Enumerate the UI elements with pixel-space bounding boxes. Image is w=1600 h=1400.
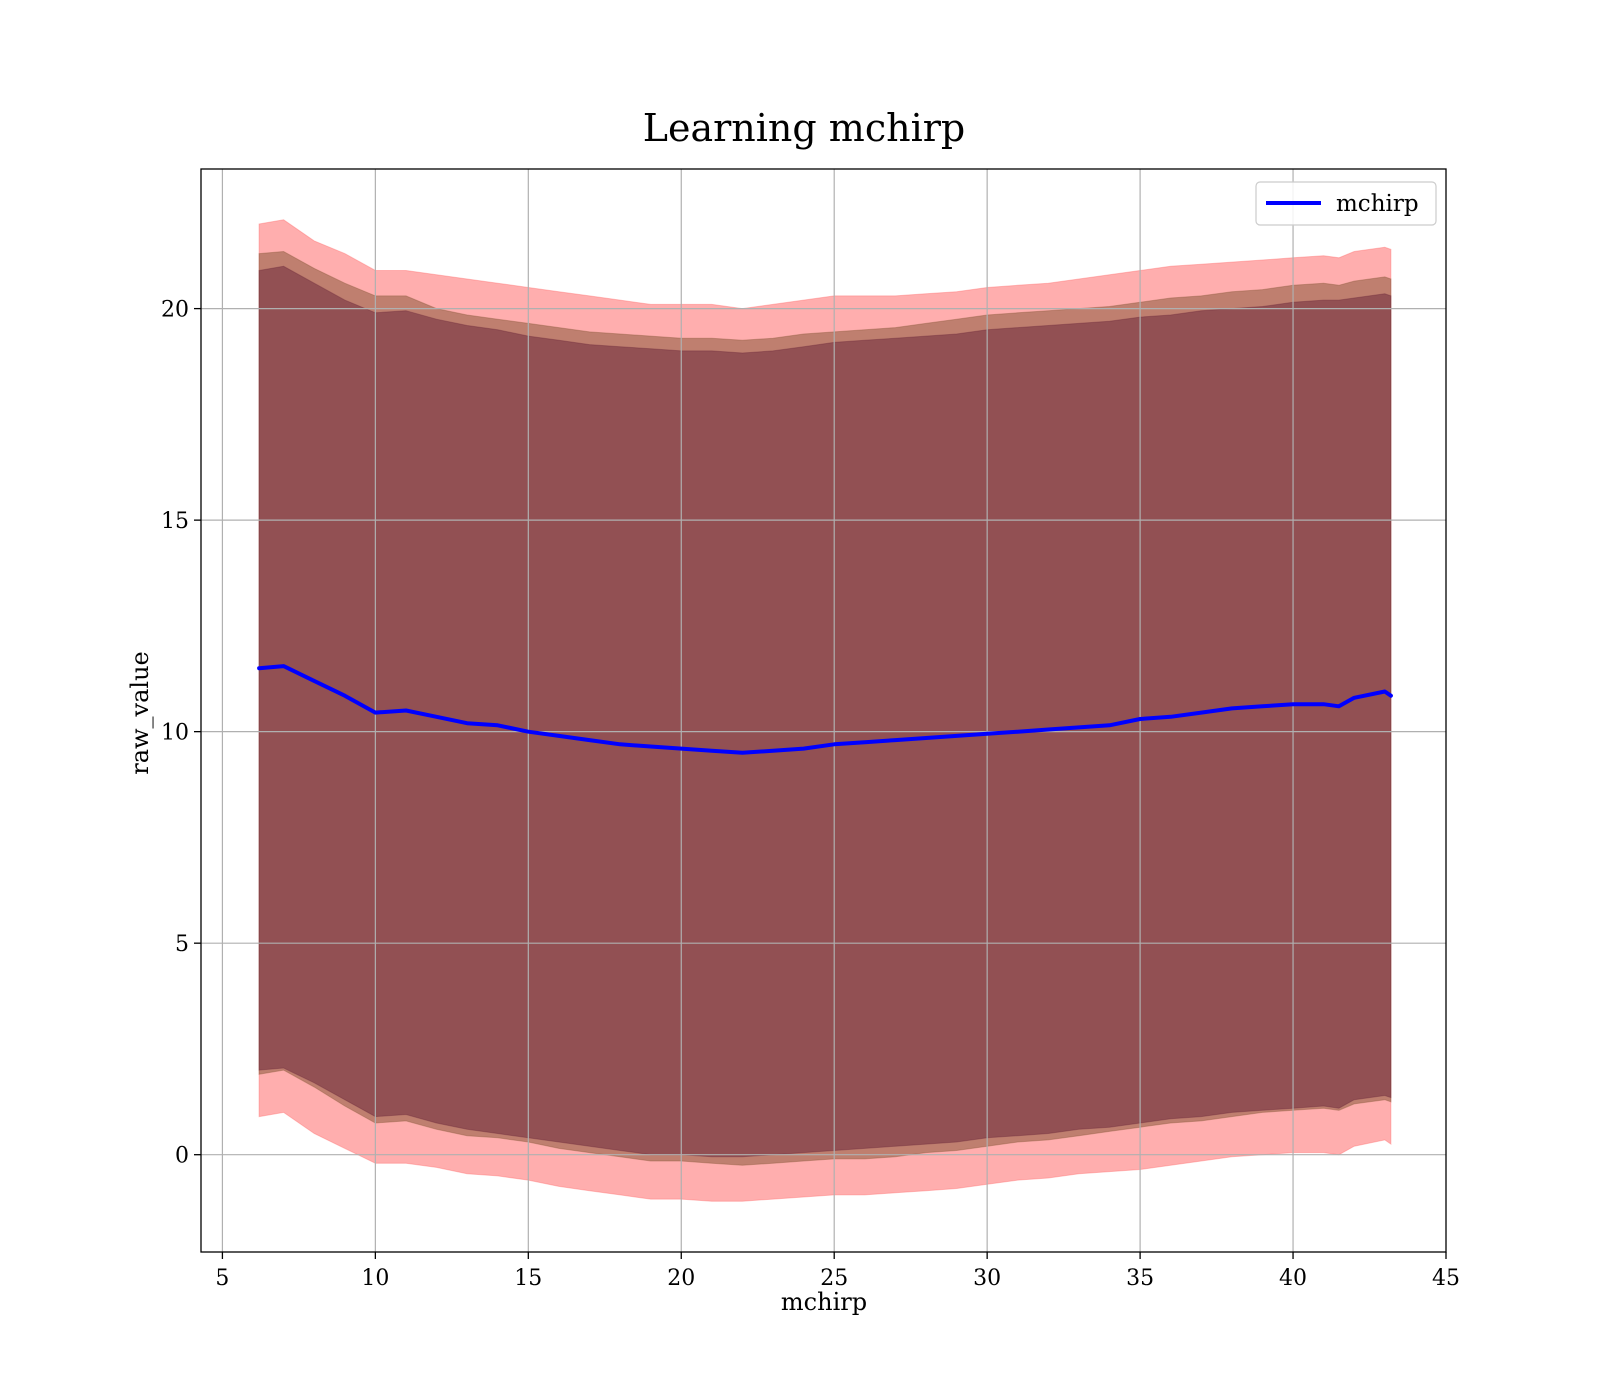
y-axis-ticks: 0 5 10 15 20 <box>161 298 201 1169</box>
legend-label: mchirp <box>1336 191 1419 217</box>
chart-title: Learning mchirp <box>643 106 965 150</box>
series-line-1 <box>257 664 1393 755</box>
plot-area <box>200 168 1447 1253</box>
y-tick-label: 10 <box>161 721 189 746</box>
uncertainty-band-3 <box>258 265 1392 1158</box>
y-tick-label: 15 <box>161 509 189 534</box>
y-axis-label: raw_value <box>126 651 154 775</box>
x-tick-label: 20 <box>667 1266 695 1291</box>
plot-frame <box>200 168 1447 1253</box>
y-tick-label: 5 <box>175 932 189 957</box>
y-tick-label: 0 <box>175 1144 189 1169</box>
x-tick-label: 40 <box>1279 1266 1307 1291</box>
x-tick-label: 25 <box>820 1266 848 1291</box>
legend-box <box>1255 181 1437 226</box>
x-tick-label: 45 <box>1432 1266 1460 1291</box>
y-tick-label: 20 <box>161 298 189 323</box>
x-tick-label: 35 <box>1126 1266 1154 1291</box>
grid-lines <box>201 169 1446 1252</box>
x-axis-label: mchirp <box>781 1288 867 1316</box>
uncertainty-bands <box>258 219 1392 1202</box>
x-tick-label: 15 <box>514 1266 542 1291</box>
x-tick-label: 5 <box>215 1266 229 1291</box>
x-tick-label: 30 <box>973 1266 1001 1291</box>
x-tick-label: 10 <box>361 1266 389 1291</box>
x-axis-ticks: 5 10 15 20 25 30 35 40 45 <box>215 1252 1460 1291</box>
series-lines <box>257 664 1393 755</box>
legend: mchirp <box>1255 181 1437 226</box>
